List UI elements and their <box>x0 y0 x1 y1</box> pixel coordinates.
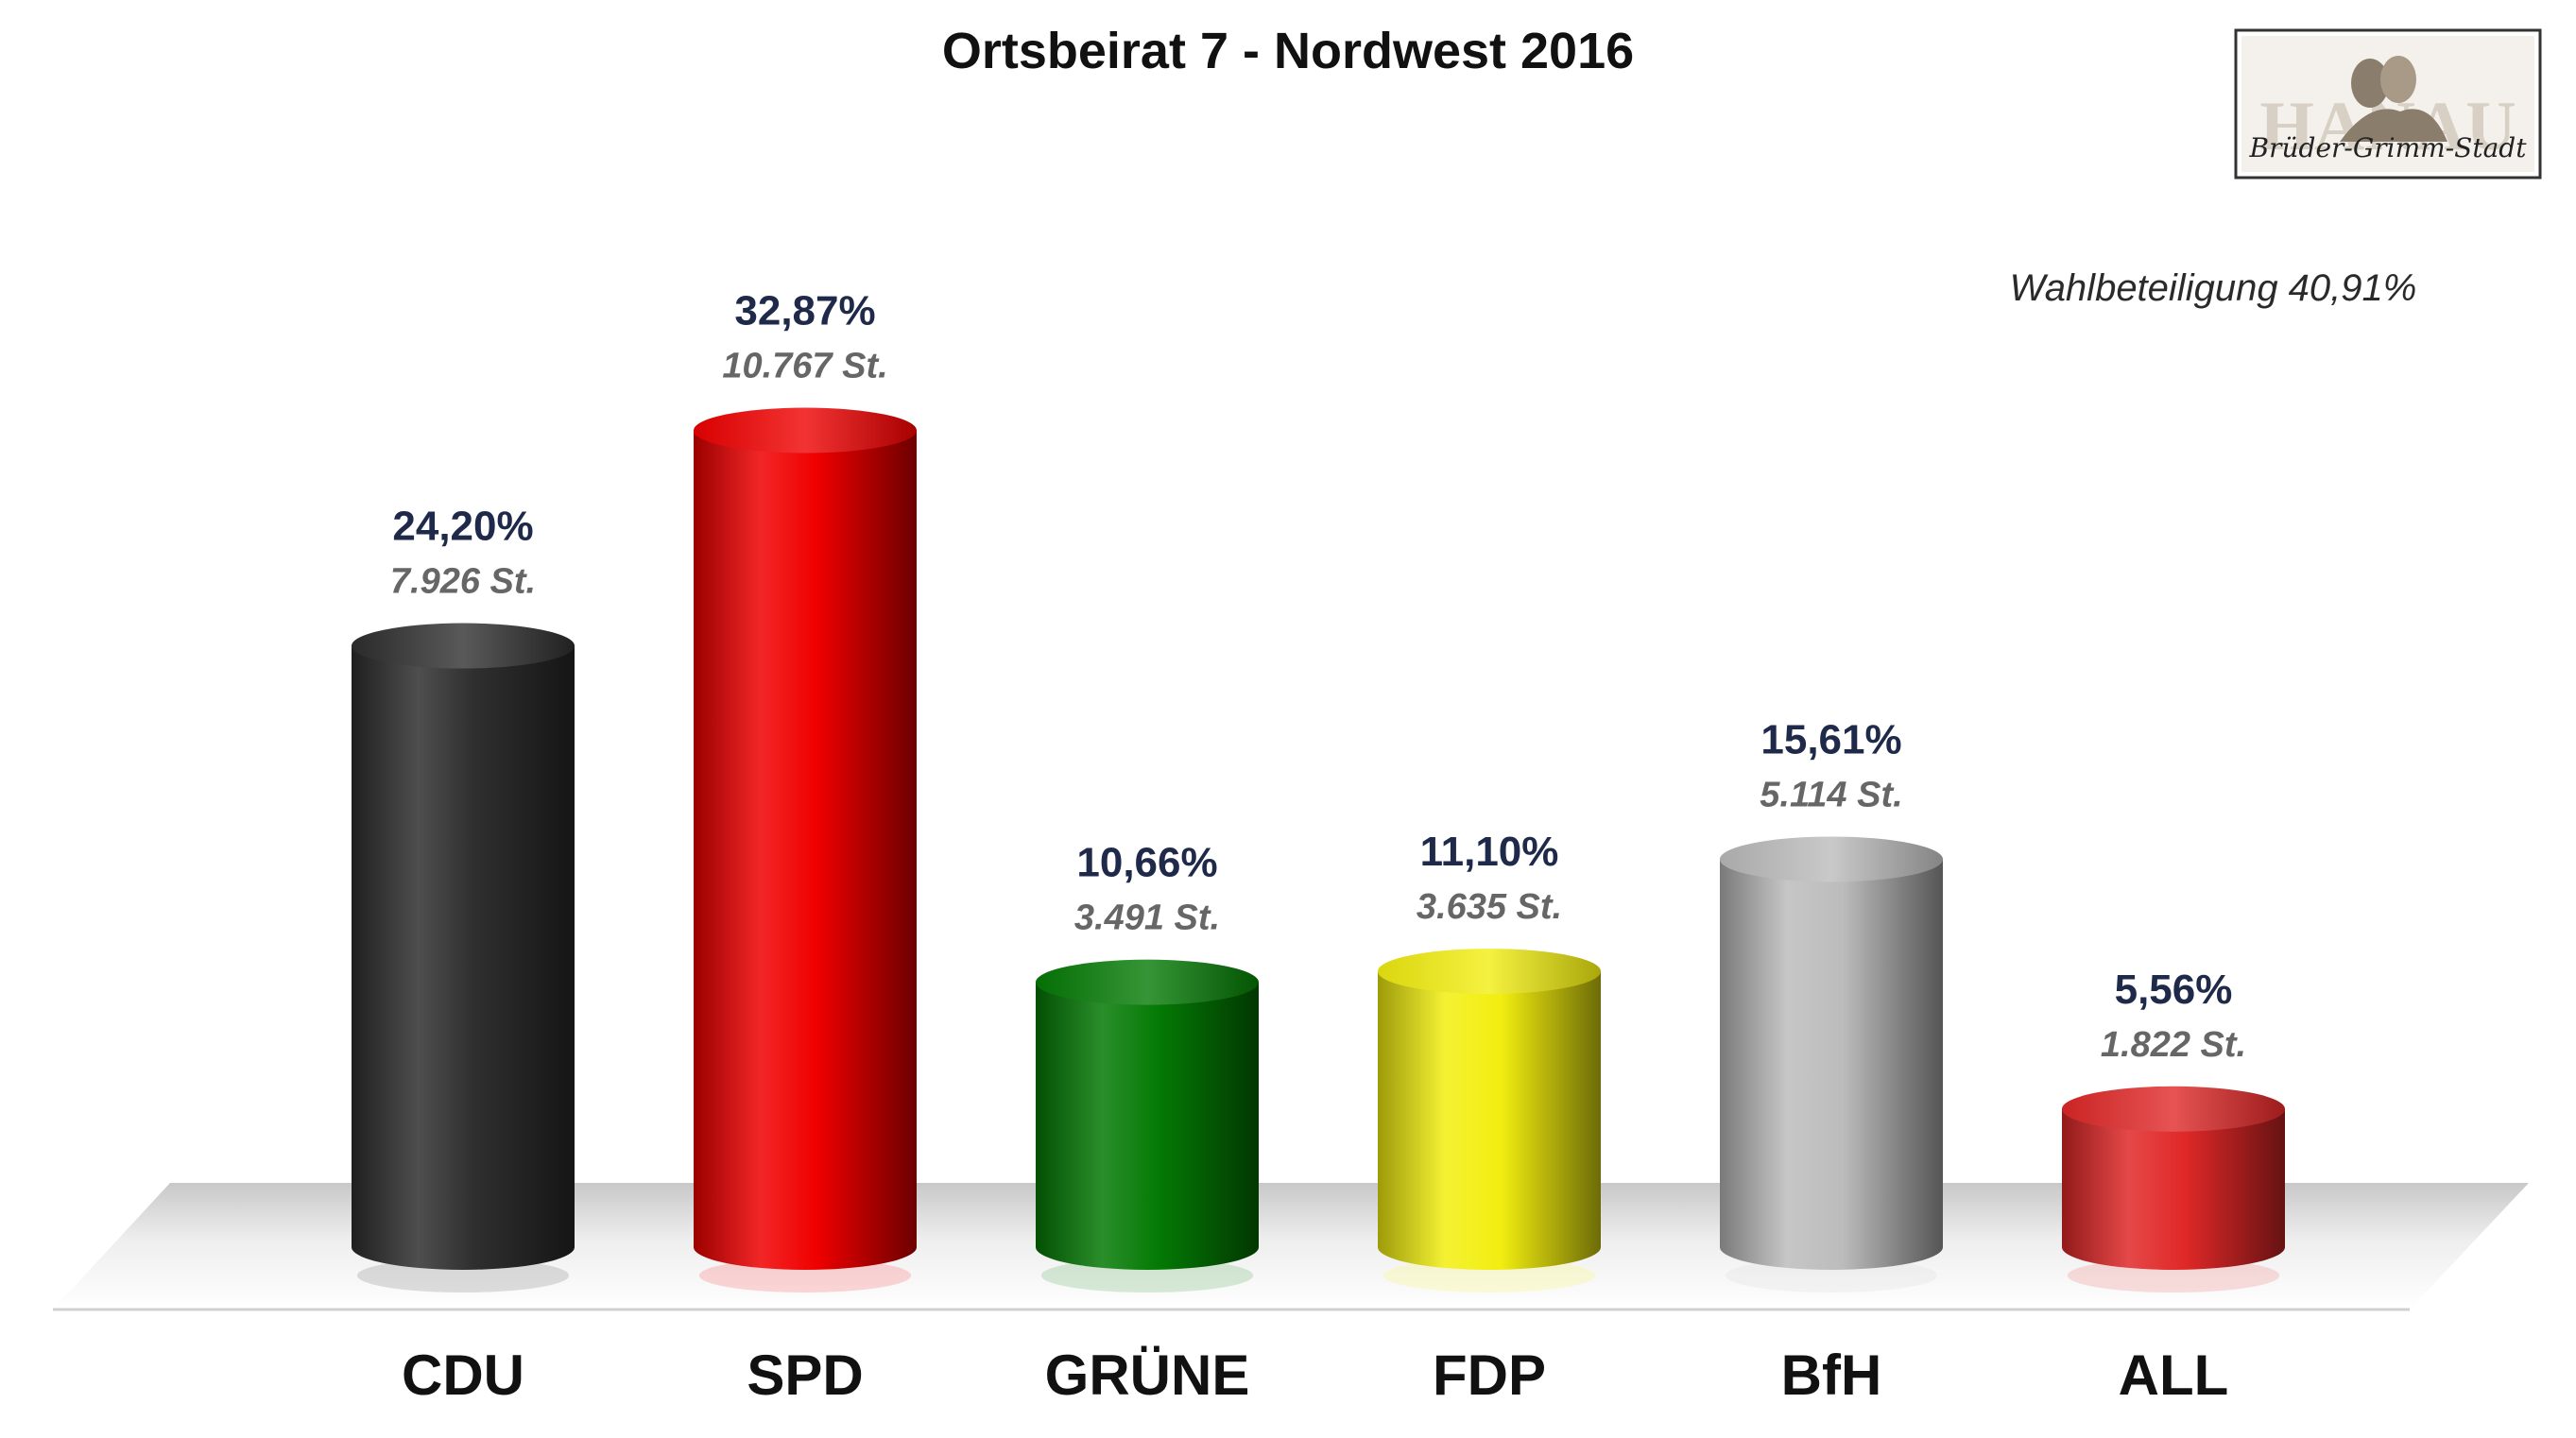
category-label: FDP <box>1433 1344 1546 1407</box>
vote-count-label: 1.822 St. <box>2101 1025 2246 1065</box>
bar-grüne <box>1036 959 1259 1292</box>
value-label: 11,10% <box>1420 829 1559 875</box>
value-label: 24,20% <box>392 504 533 550</box>
vote-count-label: 7.926 St. <box>390 562 536 602</box>
value-label: 15,61% <box>1760 716 1901 762</box>
value-label: 32,87% <box>734 288 875 334</box>
value-label: 10,66% <box>1076 840 1217 886</box>
chart-title: Ortsbeirat 7 - Nordwest 2016 <box>942 23 1634 79</box>
bar-bfh <box>1720 836 1943 1292</box>
bar-group <box>352 407 2285 1292</box>
category-label: GRÜNE <box>1045 1344 1250 1407</box>
category-label-group: CDU SPD GRÜNE FDP BfH ALL <box>402 1344 2228 1407</box>
category-label: SPD <box>747 1344 863 1407</box>
vote-count-label: 3.635 St. <box>1417 887 1562 927</box>
value-label: 5,56% <box>2115 967 2233 1013</box>
category-label: BfH <box>1781 1344 1882 1407</box>
vote-count-label: 5.114 St. <box>1760 775 1902 814</box>
turnout-label: Wahlbeteiligung 40,91% <box>2010 267 2417 309</box>
vote-label-group: 7.926 St. 10.767 St. 3.491 St. 3.635 St. 5.1… <box>390 347 2246 1065</box>
vote-count-label: 10.767 St. <box>722 347 887 386</box>
grimm-brothers-portrait-icon <box>2340 56 2447 142</box>
category-label: ALL <box>2119 1344 2229 1407</box>
bar-cdu <box>352 623 575 1292</box>
bar-spd <box>694 407 917 1292</box>
value-label-group: 24,20% 32,87% 10,66% 11,10% 15,61% 5,56% <box>392 288 2232 1013</box>
bar-all <box>2062 1086 2285 1292</box>
category-label: CDU <box>402 1344 524 1407</box>
city-logo: HANAU Brüder-Grimm-Stadt <box>2234 28 2542 180</box>
logo-script: Brüder-Grimm-Stadt <box>2249 132 2528 163</box>
bar-fdp <box>1378 949 1601 1292</box>
vote-count-label: 3.491 St. <box>1074 899 1220 938</box>
